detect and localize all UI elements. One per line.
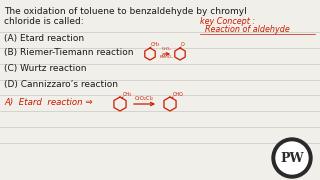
Text: Reaction of aldehyde: Reaction of aldehyde	[200, 26, 290, 35]
Text: (A) Etard reaction: (A) Etard reaction	[4, 33, 84, 42]
Text: CH₃: CH₃	[123, 92, 132, 97]
Text: KMnO₄: KMnO₄	[160, 55, 173, 58]
Circle shape	[276, 142, 308, 174]
Text: chloride is called:: chloride is called:	[4, 17, 84, 26]
Text: CrO₂Cl₂: CrO₂Cl₂	[134, 96, 154, 101]
Text: O: O	[181, 42, 185, 47]
Text: (B) Riemer-Tiemann reaction: (B) Riemer-Tiemann reaction	[4, 48, 133, 57]
Text: CH₃: CH₃	[151, 42, 160, 47]
Text: (D) Cannizzaro’s reaction: (D) Cannizzaro’s reaction	[4, 80, 118, 89]
Text: (C) Wurtz reaction: (C) Wurtz reaction	[4, 64, 86, 73]
Text: The oxidation of toluene to benzaldehyde by chromyl: The oxidation of toluene to benzaldehyde…	[4, 7, 247, 16]
Text: key Concept :: key Concept :	[200, 17, 255, 26]
Circle shape	[272, 138, 312, 178]
Text: A)  Etard  reaction ⇒: A) Etard reaction ⇒	[4, 98, 92, 107]
Text: CHO: CHO	[173, 92, 184, 97]
Text: CrO₂: CrO₂	[162, 48, 172, 51]
Text: PW: PW	[280, 152, 304, 165]
